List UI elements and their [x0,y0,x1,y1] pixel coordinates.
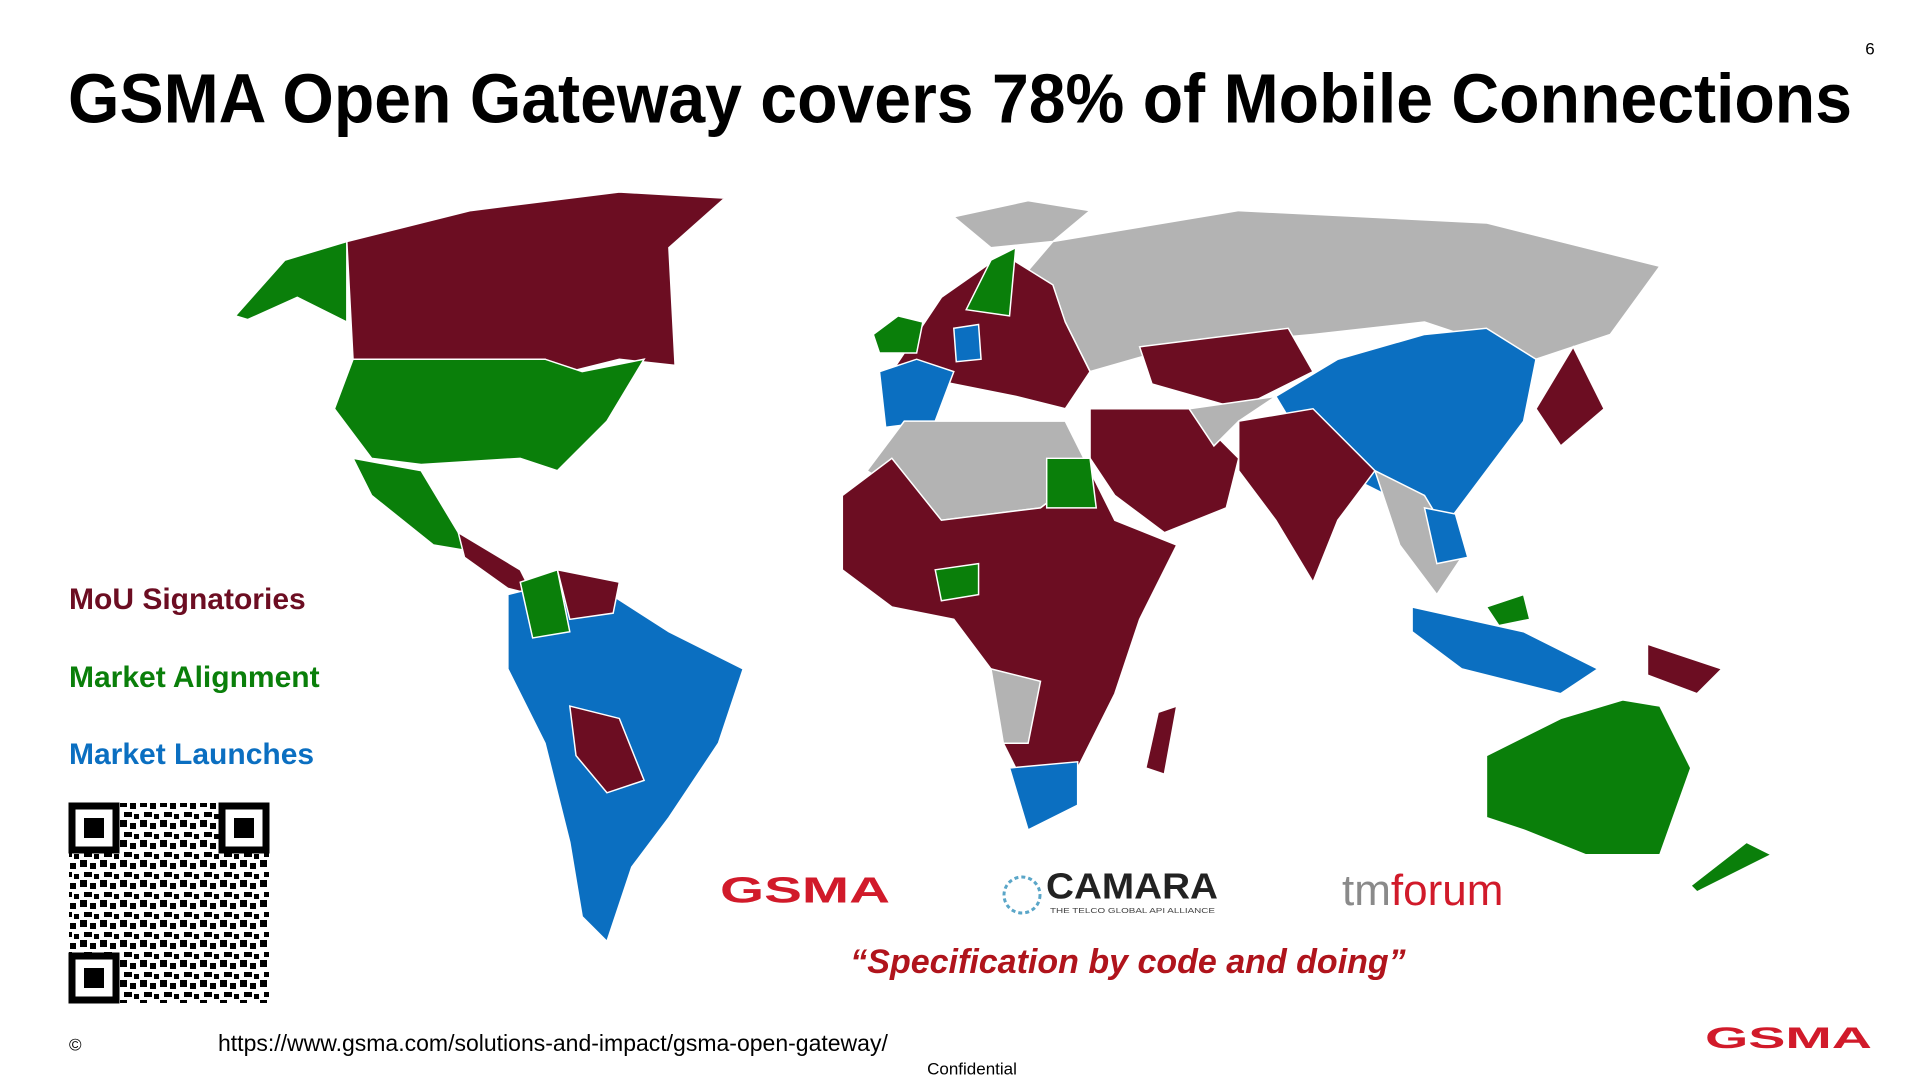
camara-logo: CAMARA THE TELCO GLOBAL API ALLIANCE [1002,866,1218,915]
camara-tagline: THE TELCO GLOBAL API ALLIANCE [1050,908,1215,915]
tmforum-logo: tmforum [1342,866,1503,915]
tmforum-tm: tm [1342,866,1391,915]
legend-item: Market Alignment [69,661,320,694]
legend-item: Market Launches [69,738,314,771]
source-url[interactable]: https://www.gsma.com/solutions-and-impac… [218,1030,888,1056]
tmforum-forum: forum [1391,866,1503,915]
qr-code [68,802,270,1004]
legend-item: MoU Signatories [69,583,306,616]
world-map [234,191,1774,943]
slide-title: GSMA Open Gateway covers 78% of Mobile C… [68,59,1852,137]
footer-logo: GSMA [1705,1022,1872,1055]
quote: “Specification by code and doing” [850,943,1405,981]
camara-wordmark: CAMARA [1046,866,1218,907]
copyright: © [69,1035,82,1054]
page-number: 6 [1865,39,1874,58]
confidential-label: Confidential [927,1059,1017,1078]
gsma-logo: GSMA [720,870,890,911]
legend: MoU Signatories Market Alignment Market … [69,583,320,771]
